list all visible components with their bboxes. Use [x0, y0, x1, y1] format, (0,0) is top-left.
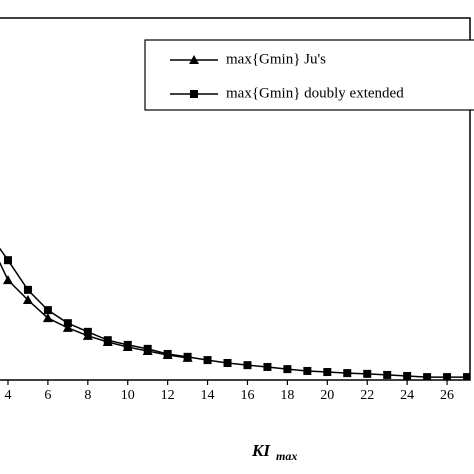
marker [303, 366, 312, 375]
marker [83, 327, 92, 336]
legend-box [144, 39, 474, 111]
marker [363, 369, 372, 378]
marker [143, 344, 152, 353]
legend-label: max{Gmin} Ju's [226, 51, 326, 67]
marker [283, 365, 292, 374]
marker [203, 356, 212, 365]
marker [223, 358, 232, 367]
marker [443, 373, 452, 380]
marker [63, 319, 72, 328]
marker [2, 275, 13, 285]
x-tick-label: 16 [240, 388, 254, 403]
marker [103, 336, 112, 345]
marker [263, 362, 272, 371]
x-axis-label-subscript: max [276, 449, 297, 463]
marker [42, 313, 53, 323]
marker [183, 352, 192, 361]
marker [163, 349, 172, 358]
series-line [0, 247, 468, 378]
x-axis-label: KI [251, 441, 271, 460]
x-tick-label: 8 [84, 388, 91, 403]
marker [343, 369, 352, 378]
legend-marker [190, 90, 198, 98]
x-tick-label: 14 [201, 388, 215, 403]
x-tick-label: 12 [161, 388, 175, 403]
marker [22, 294, 33, 304]
x-tick-label: 10 [121, 388, 135, 403]
marker [423, 373, 432, 380]
plot-frame [0, 17, 471, 381]
marker [383, 370, 392, 379]
marker [323, 368, 332, 377]
x-tick-label: 24 [400, 388, 414, 403]
legend-label: max{Gmin} doubly extended [226, 85, 404, 101]
x-tick-label: 22 [360, 388, 374, 403]
marker [62, 322, 73, 332]
plot-area [0, 247, 470, 380]
x-tick-label: 6 [44, 388, 51, 403]
marker [23, 285, 32, 294]
marker [463, 373, 470, 380]
x-tick-label: 4 [4, 388, 11, 403]
marker [123, 340, 132, 349]
marker [243, 361, 252, 370]
marker [403, 372, 412, 380]
marker [3, 256, 12, 265]
x-tick-label: 26 [440, 388, 454, 403]
x-tick-label: 20 [320, 388, 334, 403]
legend-marker [189, 55, 199, 64]
marker [43, 306, 52, 315]
x-tick-label: 18 [280, 388, 294, 403]
